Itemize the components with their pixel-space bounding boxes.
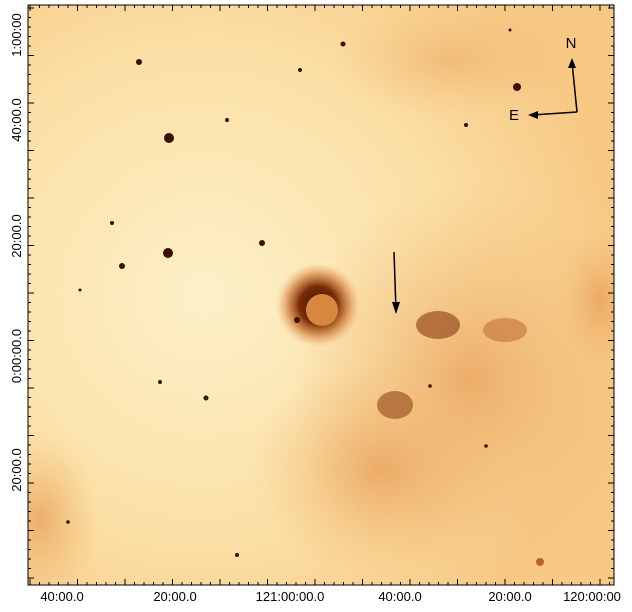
sky-image-figure: N E 40:00.0 20:00.0 121:00:00.0 40:00.0 20:0… — [0, 0, 632, 612]
image — [0, 0, 632, 610]
compass-east-label: E — [509, 107, 519, 124]
page: {"x_axis": {"labels": ["40:00.0", "20:00… — [0, 0, 632, 612]
y-axis-label: 1:00:00 — [9, 13, 24, 56]
x-axis-label: 120:00:00 — [563, 589, 621, 604]
x-axis-label: 20:00.0 — [488, 589, 531, 604]
x-axis-label: 121:00:00.0 — [256, 589, 325, 604]
y-axis-label: 0:00:00.0 — [9, 329, 24, 383]
y-axis-label: 40:00.0 — [9, 98, 24, 141]
compass-north-label: N — [566, 35, 577, 52]
x-axis-label: 20:00.0 — [153, 589, 196, 604]
x-axis-label: 40:00.0 — [40, 589, 83, 604]
y-axis-label: 20:00.0 — [9, 448, 24, 491]
y-axis-label: 20:00.0 — [9, 214, 24, 257]
x-axis-label: 40:00.0 — [378, 589, 421, 604]
